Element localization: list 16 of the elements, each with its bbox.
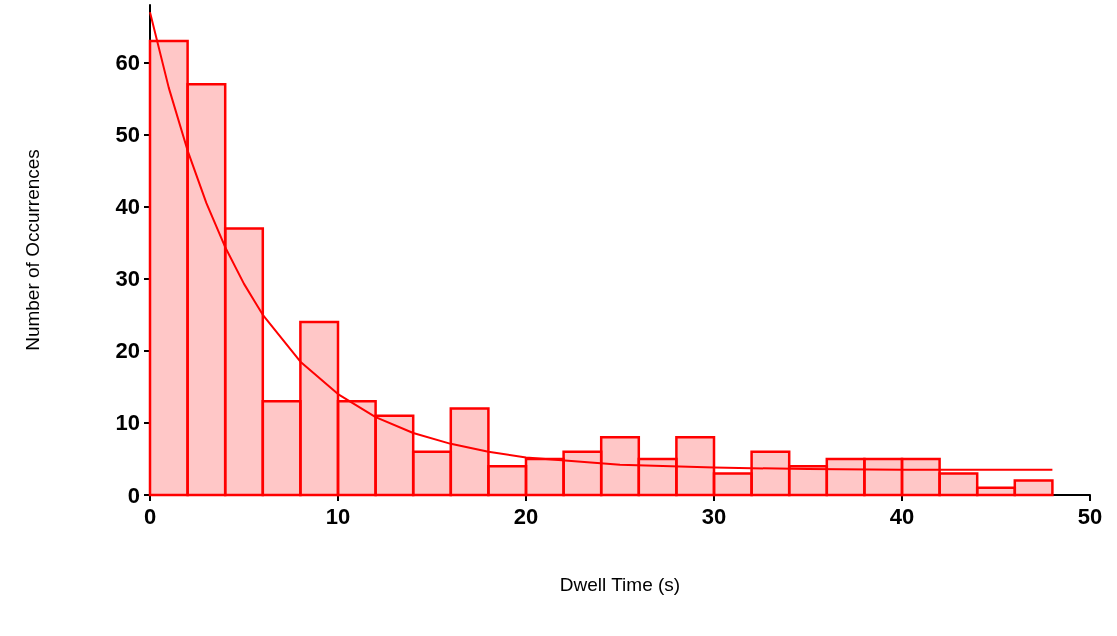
x-tick-label: 20 bbox=[513, 503, 539, 529]
y-tick-label: 10 bbox=[115, 410, 140, 436]
x-tick-label: 0 bbox=[143, 503, 157, 529]
y-tick-label: 50 bbox=[115, 122, 140, 148]
y-tick-label: 20 bbox=[115, 338, 140, 364]
x-tick-label: 50 bbox=[1077, 503, 1103, 529]
x-tick-label: 30 bbox=[701, 503, 727, 529]
x-tick-label: 10 bbox=[325, 503, 351, 529]
y-tick-label: 0 bbox=[127, 482, 140, 508]
y-tick-label: 30 bbox=[115, 266, 140, 292]
line-series bbox=[149, 11, 1054, 471]
y-tick-label: 60 bbox=[115, 50, 140, 76]
x-tick-label: 40 bbox=[889, 503, 915, 529]
y-tick-label: 40 bbox=[115, 194, 140, 220]
x-axis-title: Dwell Time (s) bbox=[559, 574, 681, 595]
y-axis-title: Number of Occurrences bbox=[22, 149, 43, 351]
